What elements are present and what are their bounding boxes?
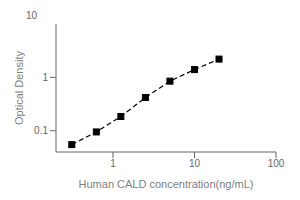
svg-text:1: 1	[42, 72, 48, 83]
html-text:10: 10	[26, 10, 38, 21]
svg-text:10: 10	[189, 158, 201, 169]
svg-text:Optical Density: Optical Density	[13, 51, 25, 125]
svg-text:0.1: 0.1	[34, 125, 48, 136]
svg-text:Human CALD concentration(ng/mL: Human CALD concentration(ng/mL)	[79, 178, 254, 190]
svg-text:100: 100	[268, 158, 285, 169]
svg-text:1: 1	[110, 158, 116, 169]
